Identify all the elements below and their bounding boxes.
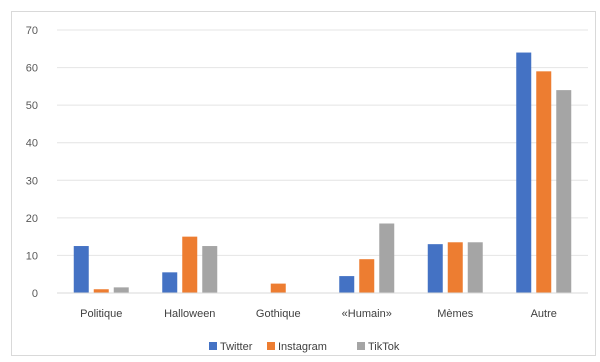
y-tick-label: 60: [26, 63, 38, 75]
bar-tiktok-5: [556, 90, 572, 293]
bar-twitter-5: [516, 52, 532, 293]
legend: Twitter Instagram TikTok: [209, 341, 400, 353]
y-tick-label: 30: [26, 175, 38, 187]
bar-twitter-0: [73, 246, 89, 293]
bar-tiktok-3: [379, 223, 395, 293]
gridlines: [57, 29, 588, 256]
x-tick-label: Mèmes: [437, 308, 474, 320]
y-axis-ticks: 0 10 20 30 40 50 60 70: [26, 25, 38, 300]
y-tick-label: 10: [26, 250, 38, 262]
bar-instagram-4: [447, 242, 463, 293]
bars: [73, 52, 572, 293]
chart-frame: [11, 11, 596, 356]
x-tick-label: Halloween: [164, 308, 215, 320]
y-tick-label: 70: [26, 25, 38, 37]
bar-instagram-0: [93, 289, 109, 293]
x-tick-label: Autre: [531, 308, 557, 320]
legend-swatch-instagram: [267, 342, 275, 350]
legend-swatch-twitter: [209, 342, 217, 350]
bar-tiktok-0: [113, 287, 129, 293]
legend-label-tiktok: TikTok: [368, 341, 400, 353]
y-tick-label: 0: [32, 288, 38, 300]
bar-twitter-3: [339, 276, 355, 293]
bar-tiktok-1: [202, 246, 218, 293]
legend-label-twitter: Twitter: [220, 341, 253, 353]
bar-instagram-1: [182, 236, 198, 293]
y-tick-label: 20: [26, 213, 38, 225]
x-axis-labels: Politique Halloween Gothique «Humain» Mèmes A…: [80, 308, 557, 320]
bar-twitter-4: [427, 244, 443, 293]
bar-twitter-1: [162, 272, 178, 293]
bar-tiktok-4: [467, 242, 483, 293]
x-tick-label: «Humain»: [342, 308, 392, 320]
x-tick-label: Gothique: [256, 308, 301, 320]
y-tick-label: 40: [26, 138, 38, 150]
bar-instagram-5: [536, 71, 552, 293]
legend-label-instagram: Instagram: [278, 341, 327, 353]
bar-instagram-3: [359, 259, 375, 293]
y-tick-label: 50: [26, 100, 38, 112]
x-tick-label: Politique: [80, 308, 122, 320]
legend-swatch-tiktok: [357, 342, 365, 350]
bar-instagram-2: [270, 283, 286, 293]
